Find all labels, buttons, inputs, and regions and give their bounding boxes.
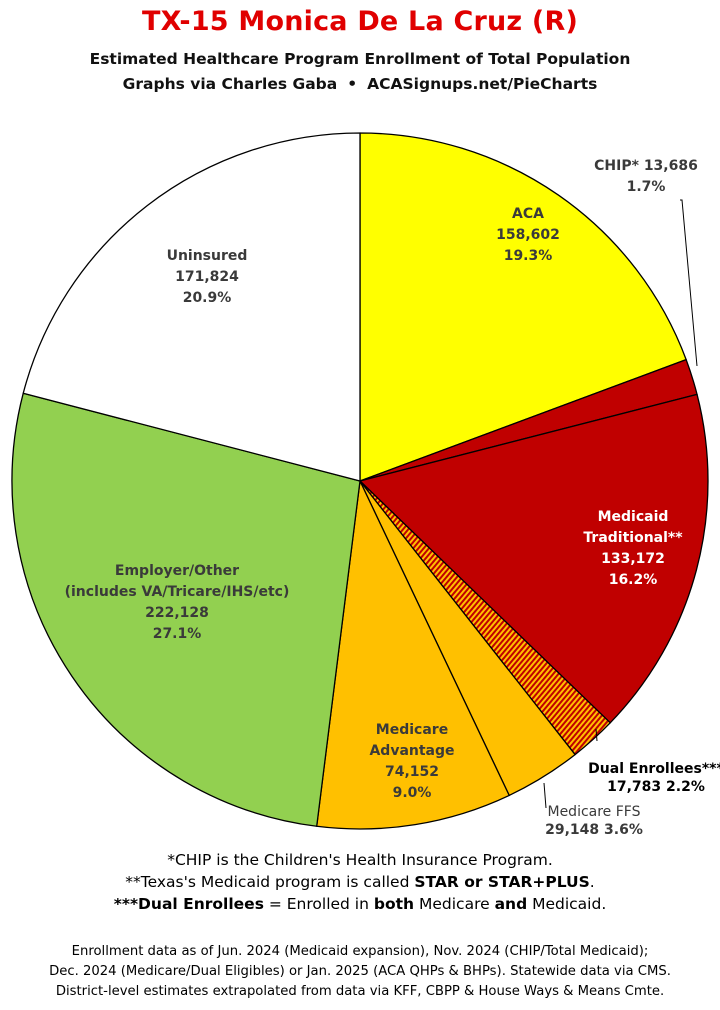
pie-slice-uninsured bbox=[22, 132, 361, 482]
leader-line-medicare-ffs bbox=[543, 782, 547, 809]
slice-label-aca: ACA 158,602 19.3% bbox=[496, 206, 560, 264]
credit-separator: • bbox=[347, 75, 358, 93]
chart-credit: Graphs via Charles Gaba • ACASignups.net/P… bbox=[0, 75, 720, 93]
credit-author: Graphs via Charles Gaba bbox=[122, 75, 338, 93]
slice-label-medicaid-traditional: Medicaid Traditional** 133,172 16.2% bbox=[583, 509, 683, 588]
source-line-3: District-level estimates extrapolated fr… bbox=[55, 984, 665, 999]
footnote-medicaid: **Texas's Medicaid program is called STA… bbox=[125, 873, 595, 891]
source-line-1: Enrollment data as of Jun. 2024 (Medicai… bbox=[71, 944, 649, 959]
slice-label-uninsured: Uninsured 171,824 20.9% bbox=[167, 248, 248, 306]
chart-title: TX-15 Monica De La Cruz (R) bbox=[141, 6, 578, 37]
pie-slice-medicare-advantage bbox=[316, 480, 510, 830]
footnote-chip: *CHIP is the Children's Health Insurance… bbox=[167, 851, 553, 869]
pie-slice-medicaid-traditional bbox=[359, 393, 709, 724]
pie-slice-employer-other-includes-va-tricare-ihs-etc bbox=[11, 392, 361, 827]
slice-label-medicare-advantage: Medicare Advantage 74,152 9.0% bbox=[369, 722, 454, 801]
chart-subtitle: Estimated Healthcare Program Enrollment … bbox=[89, 50, 631, 68]
source-notes: Enrollment data as of Jun. 2024 (Medicai… bbox=[0, 942, 720, 1002]
footnote-dual: ***Dual Enrollees = Enrolled in both Med… bbox=[113, 895, 607, 913]
source-line-2: Dec. 2024 (Medicare/Dual Eligibles) or J… bbox=[49, 964, 671, 979]
slice-label-chip: CHIP* 13,686 1.7% bbox=[594, 158, 698, 195]
pie-chart: ACA 158,602 19.3% CHIP* 13,686 1.7% Medicaid T… bbox=[11, 132, 720, 838]
slice-label-employer-other-includes-va-tricare-ihs-etc: Employer/Other (includes VA/Tricare/IHS/e… bbox=[65, 563, 290, 642]
leader-line-chip bbox=[680, 199, 698, 367]
leader-line-dual-enrollees bbox=[595, 728, 598, 742]
footnotes: *CHIP is the Children's Health Insurance… bbox=[0, 849, 720, 915]
slice-label-dual-enrollees: Dual Enrollees*** 17,783 2.2% bbox=[588, 761, 720, 795]
pie-slice-aca bbox=[359, 132, 687, 482]
slice-label-medicare-ffs: Medicare FFS 29,148 3.6% bbox=[545, 804, 643, 838]
credit-link[interactable]: ACASignups.net/PieCharts bbox=[367, 75, 598, 93]
